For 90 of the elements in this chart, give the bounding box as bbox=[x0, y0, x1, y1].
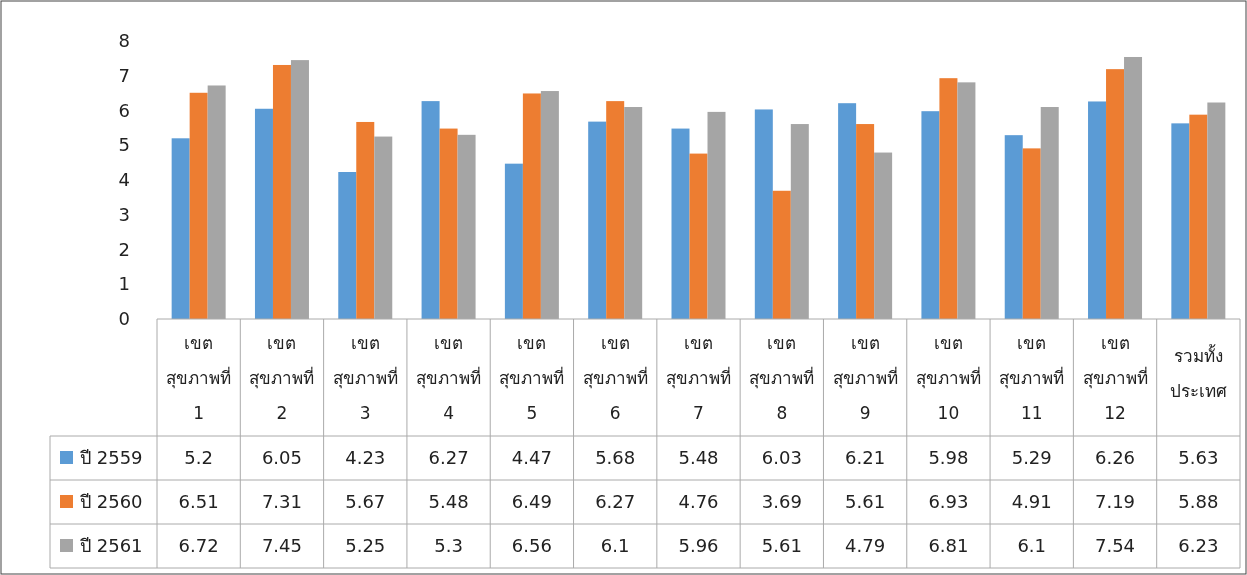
bar bbox=[1106, 69, 1125, 319]
bar bbox=[189, 92, 208, 319]
x-tick-label: เขต สุขภาพที่ 12 bbox=[1082, 333, 1148, 423]
x-tick-label: เขต สุขภาพที่ 8 bbox=[749, 333, 815, 423]
y-tick-label: 1 bbox=[118, 273, 130, 295]
bar bbox=[171, 138, 190, 319]
data-label: 5.3 bbox=[434, 535, 463, 556]
x-tick-label: เขต สุขภาพที่ 4 bbox=[416, 333, 482, 423]
bar bbox=[939, 78, 958, 319]
data-label: 6.26 bbox=[1095, 447, 1136, 468]
y-tick-label: 8 bbox=[118, 30, 130, 51]
bar bbox=[588, 121, 607, 319]
bar bbox=[1189, 114, 1208, 319]
data-label: 5.61 bbox=[845, 491, 886, 512]
data-label: 6.1 bbox=[600, 535, 630, 556]
data-label: 5.48 bbox=[678, 447, 719, 468]
bar bbox=[1171, 123, 1190, 319]
data-label: 6.49 bbox=[511, 491, 552, 512]
bar bbox=[504, 163, 523, 319]
bar bbox=[356, 121, 375, 319]
data-label: 6.27 bbox=[428, 447, 469, 468]
data-label: 7.54 bbox=[1095, 535, 1136, 556]
data-label: 5.48 bbox=[428, 491, 469, 512]
data-label: 5.88 bbox=[1178, 491, 1219, 512]
bar bbox=[754, 109, 773, 319]
data-label: 6.56 bbox=[511, 535, 552, 556]
data-label: 5.96 bbox=[678, 535, 719, 556]
y-tick-label: 6 bbox=[118, 99, 130, 121]
bar bbox=[254, 108, 273, 319]
data-label: 5.2 bbox=[184, 447, 213, 468]
x-tick-label: เขต สุขภาพที่ 5 bbox=[499, 333, 565, 423]
data-label: 4.79 bbox=[845, 535, 886, 556]
x-tick-label: เขต สุขภาพที่ 2 bbox=[249, 333, 315, 423]
data-label: 7.19 bbox=[1095, 491, 1136, 512]
bar bbox=[1022, 148, 1041, 319]
data-label: 6.72 bbox=[178, 535, 219, 556]
y-tick-label: 2 bbox=[118, 238, 130, 260]
legend-label: ปี 2559 bbox=[80, 447, 143, 468]
data-label: 4.47 bbox=[511, 447, 552, 468]
bar bbox=[671, 128, 690, 319]
data-label: 6.21 bbox=[845, 447, 886, 468]
bar bbox=[338, 172, 357, 319]
x-tick-label: เขต สุขภาพที่ 6 bbox=[582, 333, 648, 423]
data-label: 5.98 bbox=[928, 447, 969, 468]
data-label: 6.1 bbox=[1017, 535, 1047, 556]
data-label: 5.67 bbox=[345, 491, 386, 512]
data-label: 5.63 bbox=[1178, 447, 1219, 468]
data-label: 4.23 bbox=[345, 447, 386, 468]
legend-label: ปี 2560 bbox=[80, 491, 143, 512]
x-tick-label: เขต สุขภาพที่ 9 bbox=[832, 333, 898, 423]
data-label: 3.69 bbox=[761, 491, 802, 512]
x-tick-label: รวมทั้ง ประเทศ bbox=[1169, 344, 1227, 401]
data-label: 6.93 bbox=[928, 491, 969, 512]
data-label: 6.27 bbox=[595, 491, 636, 512]
y-tick-label: 0 bbox=[118, 308, 130, 329]
bar bbox=[838, 103, 857, 319]
data-label: 5.61 bbox=[761, 535, 802, 556]
x-tick-label: เขต สุขภาพที่ 1 bbox=[166, 333, 232, 423]
data-label: 5.25 bbox=[345, 535, 386, 556]
data-label: 4.76 bbox=[678, 491, 719, 512]
data-label: 6.51 bbox=[178, 491, 219, 512]
bar bbox=[772, 190, 791, 319]
bar bbox=[606, 101, 625, 319]
x-tick-label: เขต สุขภาพที่ 7 bbox=[666, 333, 731, 423]
y-tick-label: 5 bbox=[118, 134, 130, 156]
bar bbox=[522, 93, 541, 319]
data-label: 7.45 bbox=[261, 535, 302, 556]
y-tick-label: 3 bbox=[118, 203, 130, 225]
bar bbox=[689, 153, 708, 319]
bar bbox=[1004, 135, 1023, 319]
x-tick-label: เขต สุขภาพที่ 3 bbox=[332, 333, 398, 423]
bar bbox=[421, 101, 440, 319]
data-label: 5.29 bbox=[1011, 447, 1052, 468]
data-label: 6.05 bbox=[261, 447, 302, 468]
bar bbox=[439, 128, 458, 319]
data-label: 6.03 bbox=[761, 447, 802, 468]
y-tick-label: 7 bbox=[118, 64, 130, 86]
data-label: 6.23 bbox=[1178, 535, 1219, 556]
bar bbox=[921, 111, 940, 319]
bar bbox=[1088, 101, 1107, 319]
data-label: 6.81 bbox=[928, 535, 969, 556]
bar bbox=[272, 64, 291, 319]
data-label: 7.31 bbox=[261, 491, 302, 512]
y-tick-label: 4 bbox=[118, 169, 130, 190]
x-tick-label: เขต สุขภาพที่ 10 bbox=[915, 333, 981, 423]
legend-label: ปี 2561 bbox=[80, 535, 143, 556]
x-tick-label: เขต สุขภาพที่ 11 bbox=[999, 333, 1065, 423]
data-label: 4.91 bbox=[1011, 491, 1052, 512]
bar bbox=[856, 124, 875, 319]
data-label: 5.68 bbox=[595, 447, 636, 468]
